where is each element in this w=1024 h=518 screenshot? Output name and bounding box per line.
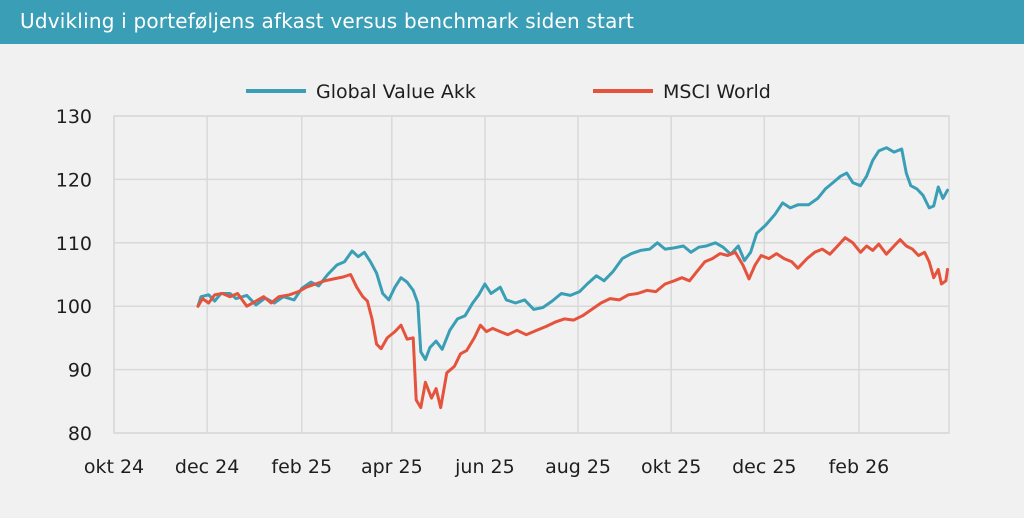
y-tick-label: 90 [68, 360, 92, 382]
x-tick-label: dec 24 [175, 456, 239, 478]
y-tick-label: 130 [56, 106, 92, 128]
series-lines [196, 146, 949, 410]
x-tick-label: feb 26 [829, 456, 890, 478]
x-tick-label: apr 25 [361, 456, 423, 478]
series-line-msci-world [196, 236, 949, 410]
legend: Global Value Akk MSCI World [246, 81, 771, 103]
x-tick-label: dec 25 [732, 456, 796, 478]
y-tick-label: 110 [56, 233, 92, 255]
x-tick-label: jun 25 [454, 456, 515, 478]
chart-header: Udvikling i porteføljens afkast versus b… [0, 0, 1024, 44]
chart-title: Udvikling i porteføljens afkast versus b… [20, 9, 634, 33]
x-tick-label: aug 25 [545, 456, 611, 478]
legend-label-global-value: Global Value Akk [316, 81, 476, 103]
y-tick-label: 80 [68, 423, 92, 445]
x-tick-label: okt 25 [641, 456, 701, 478]
axes: 80 90 100 110 120 130 okt 24 dec 24 feb 25 apr 25… [56, 106, 890, 478]
plot-border [113, 115, 950, 434]
legend-label-msci-world: MSCI World [663, 81, 771, 103]
y-tick-label: 120 [56, 169, 92, 191]
x-tick-label: feb 25 [271, 456, 332, 478]
x-tick-label: okt 24 [84, 456, 144, 478]
y-tick-label: 100 [56, 296, 92, 318]
series-line-global-value [196, 146, 949, 361]
grid [113, 115, 950, 434]
